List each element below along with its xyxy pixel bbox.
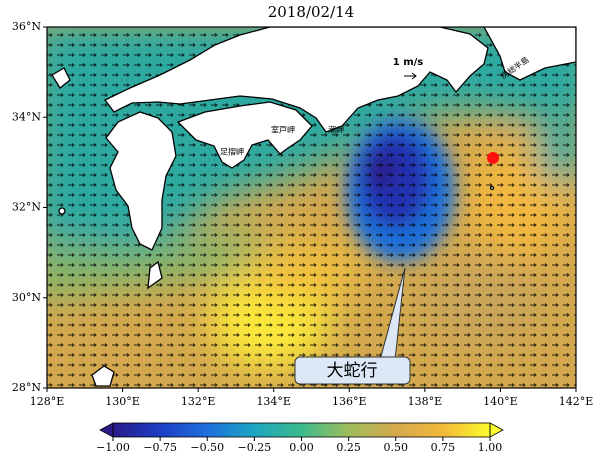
- place-label: 室戸岬: [271, 125, 295, 135]
- x-tick-label: 142°E: [559, 395, 594, 408]
- place-label: 潮岬: [328, 125, 344, 135]
- colorbar-tick-label: 0.25: [336, 441, 361, 454]
- scale-arrow: [404, 72, 417, 80]
- colorbar-tick-label: 0.50: [384, 441, 409, 454]
- x-tick-label: 130°E: [105, 395, 140, 408]
- x-tick-label: 128°E: [30, 395, 65, 408]
- colorbar-tick-label: −1.00: [96, 441, 130, 454]
- y-tick-label: 34°N: [12, 110, 41, 123]
- colorbar-extend: [489, 422, 504, 438]
- colorbar-tick-label: −0.25: [238, 441, 272, 454]
- y-tick-label: 28°N: [12, 381, 41, 394]
- colorbar-tick-label: −0.75: [143, 441, 177, 454]
- x-tick-label: 134°E: [256, 395, 291, 408]
- colorbar-tick-label: 0.75: [431, 441, 456, 454]
- marker: [487, 152, 499, 164]
- callout-box: [294, 356, 411, 385]
- x-tick-label: 138°E: [408, 395, 443, 408]
- colorbar: [113, 423, 490, 437]
- colorbar-tick-label: 1.00: [478, 441, 503, 454]
- scale-label: 1 m/s: [393, 57, 424, 68]
- callout-text: 大蛇行: [327, 361, 378, 381]
- x-tick-label: 136°E: [332, 395, 367, 408]
- colorbar-tick-label: −0.50: [190, 441, 224, 454]
- title: 2018/02/14: [268, 3, 354, 21]
- colorbar-extend: [99, 422, 114, 438]
- x-tick-label: 132°E: [181, 395, 216, 408]
- y-tick-label: 32°N: [12, 201, 41, 214]
- colorbar-tick-label: 0.00: [289, 441, 314, 454]
- land: [51, 27, 576, 387]
- place-label: 足摺岬: [220, 147, 244, 157]
- y-tick-label: 30°N: [12, 291, 41, 304]
- map-field: [47, 27, 576, 388]
- y-tick-label: 36°N: [12, 20, 41, 33]
- x-tick-label: 140°E: [483, 395, 518, 408]
